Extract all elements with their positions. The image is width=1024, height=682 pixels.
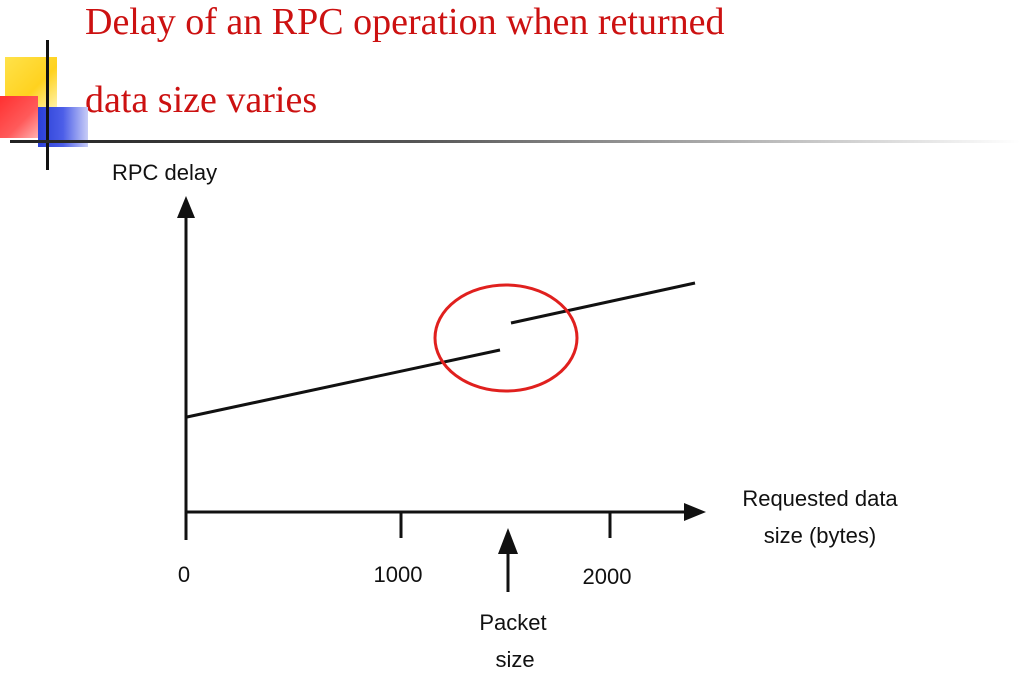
tick-label-1000: 1000 xyxy=(374,562,423,587)
delay-line-segment-1 xyxy=(186,348,501,419)
packet-size-arrow-icon xyxy=(498,528,518,554)
decorative-vertical-line xyxy=(46,40,49,170)
slide-title-line-2: data size varies xyxy=(85,79,318,121)
delay-line-segment-2 xyxy=(510,281,696,325)
y-axis-label: RPC delay xyxy=(112,160,217,185)
slide-title-line-1: Delay of an RPC operation when returned xyxy=(85,1,725,43)
y-axis-arrow-icon xyxy=(177,196,195,218)
packet-size-label-line-1: Packet xyxy=(479,610,546,635)
tick-label-0: 0 xyxy=(178,562,190,587)
x-axis-label-line-2: size (bytes) xyxy=(764,523,876,548)
tick-label-2000: 2000 xyxy=(583,564,632,589)
discontinuity-highlight-circle xyxy=(433,283,579,393)
x-axis-label-line-1: Requested data xyxy=(742,486,898,511)
title-underline xyxy=(10,140,1020,143)
packet-size-label-line-2: size xyxy=(495,647,534,672)
x-axis-arrow-icon xyxy=(684,503,706,521)
decorative-red-square xyxy=(0,96,38,138)
